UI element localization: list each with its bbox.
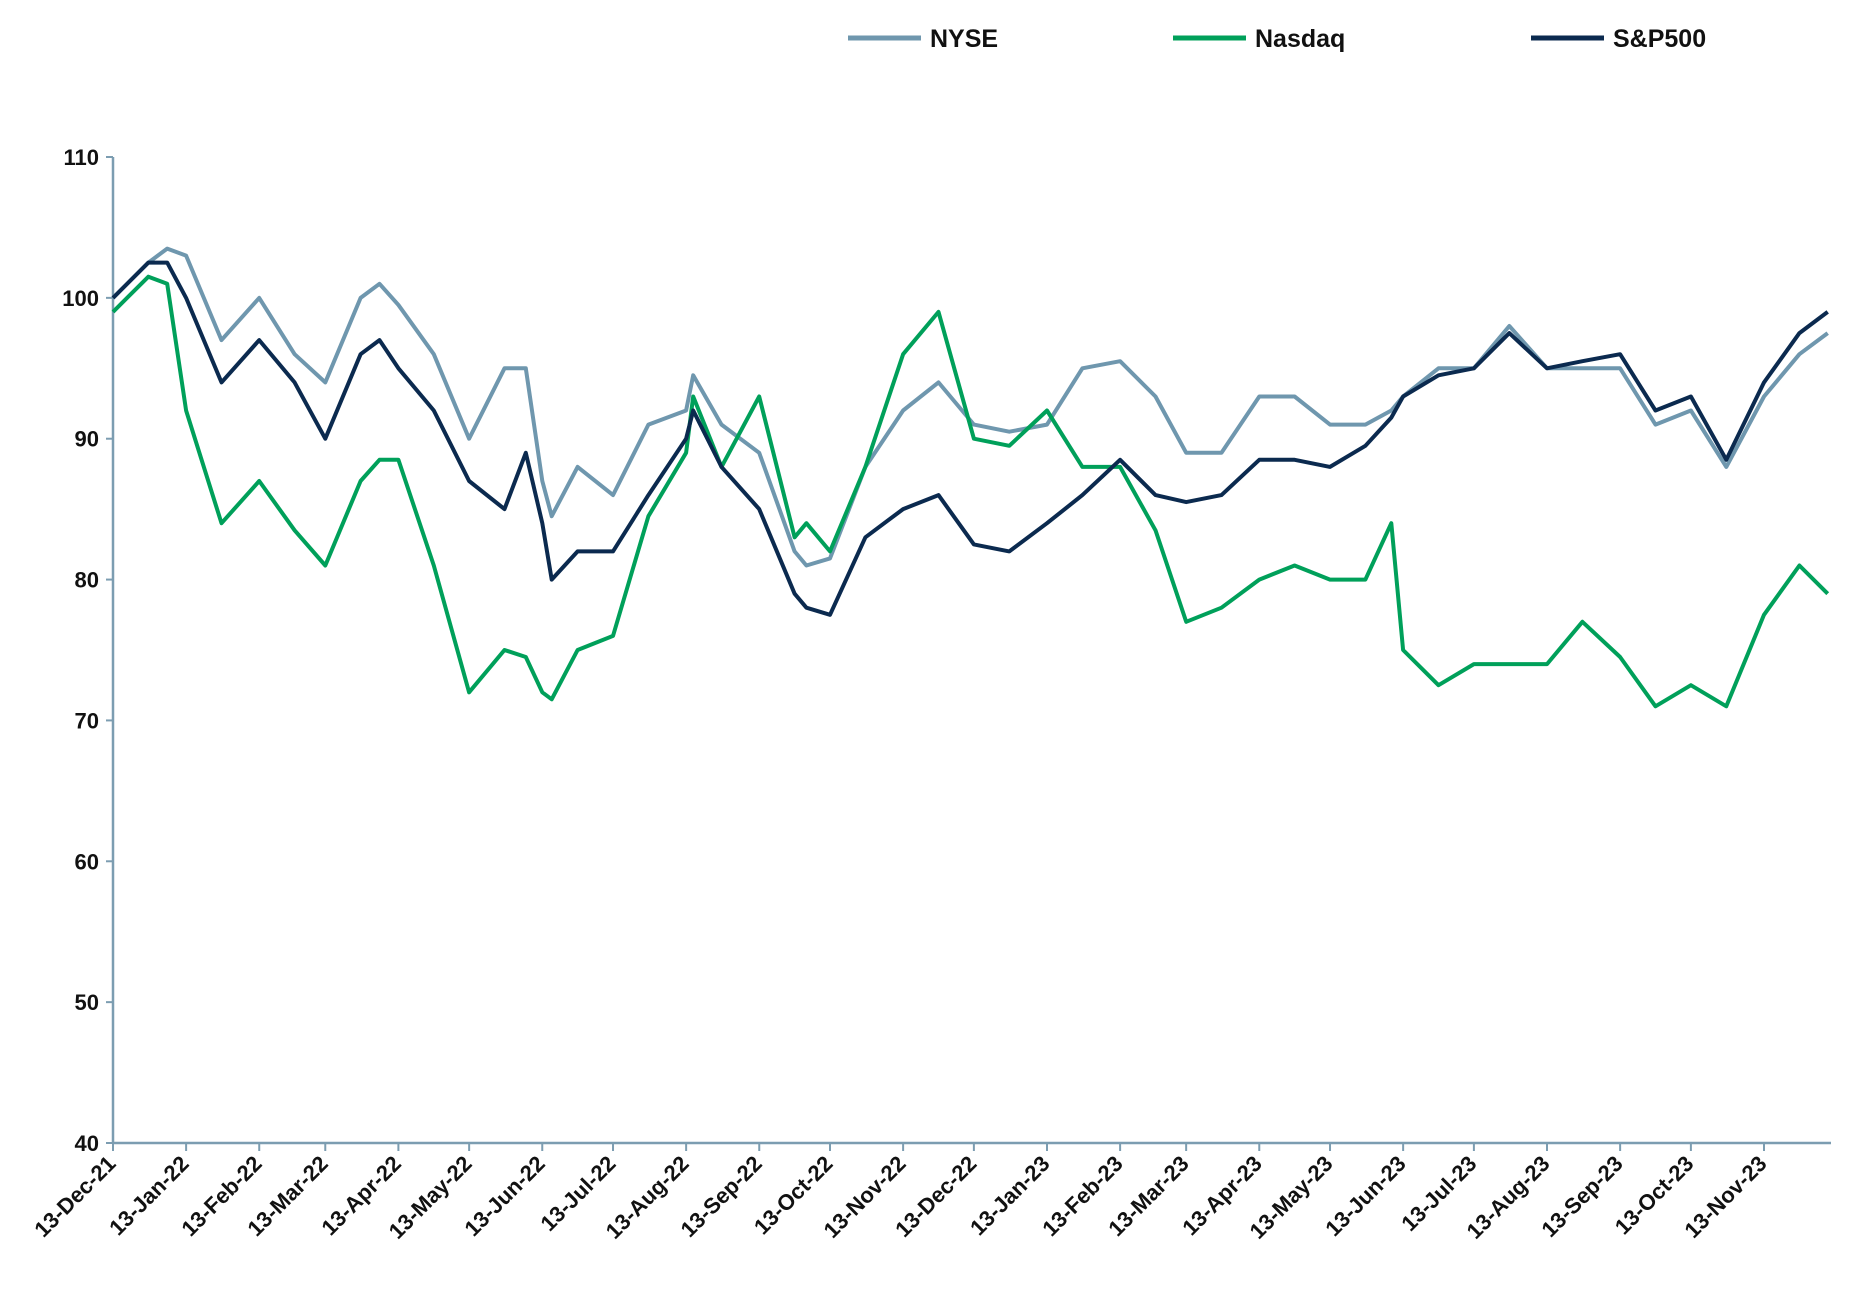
y-tick-label: 80: [75, 568, 99, 593]
y-tick-label: 90: [75, 427, 99, 452]
x-tick-label: 13-Jun-22: [459, 1151, 549, 1241]
x-tick-label: 13-Jun-23: [1320, 1151, 1410, 1241]
axes: 40506070809010011013-Dec-2113-Jan-2213-F…: [29, 145, 1831, 1244]
series-lines: [111, 246, 1830, 709]
legend: NYSE Nasdaq S&P500: [848, 25, 1706, 53]
y-tick-label: 110: [64, 145, 100, 170]
series-line-sp500: [111, 260, 1829, 617]
y-tick-label: 60: [75, 849, 99, 874]
legend-label: S&P500: [1613, 25, 1706, 53]
legend-item: NYSE: [848, 25, 998, 53]
series-line-nyse: [111, 246, 1829, 568]
y-tick-label: 70: [75, 708, 99, 733]
legend-label: Nasdaq: [1255, 25, 1345, 53]
legend-label: NYSE: [930, 25, 998, 53]
legend-item: Nasdaq: [1173, 25, 1345, 53]
y-tick-label: 40: [75, 1131, 99, 1156]
series-line-nasdaq: [111, 274, 1830, 709]
y-tick-label: 50: [75, 990, 99, 1015]
x-tick-label: 13-Dec-21: [29, 1151, 120, 1242]
y-tick-label: 100: [62, 286, 99, 311]
legend-item: S&P500: [1531, 25, 1706, 53]
